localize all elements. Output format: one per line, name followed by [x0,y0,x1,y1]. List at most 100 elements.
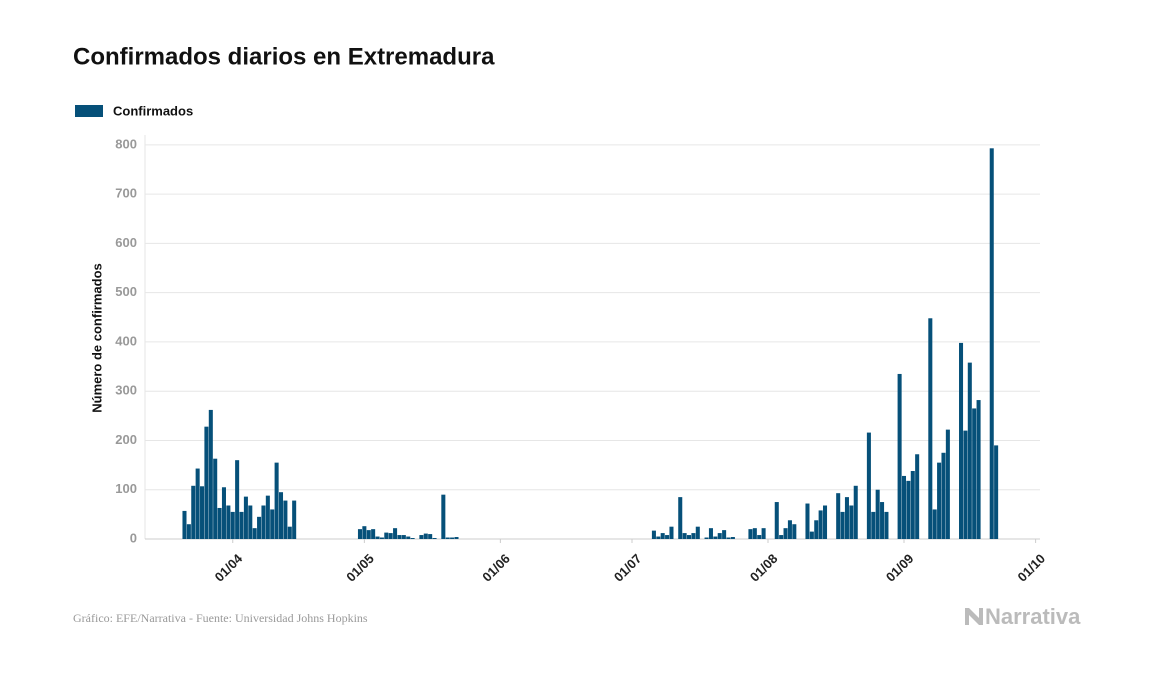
bar [669,526,674,539]
bar [651,530,656,539]
bar [695,526,700,539]
bar [792,524,797,539]
bar [937,462,942,539]
y-tick-label: 800 [115,136,137,151]
brand-logo: Narrativa [965,604,1081,629]
bar [836,493,841,539]
bar [844,497,849,539]
bar [445,537,450,539]
bar [752,528,757,539]
bar [853,485,858,539]
bar [818,510,823,539]
bar [884,511,889,539]
bar [708,528,713,539]
y-axis-label: Número de confirmados [89,263,104,413]
y-tick-label: 100 [115,481,137,496]
bar [371,529,376,539]
bar [730,537,735,539]
x-tick-label: 01/07 [611,551,645,585]
y-tick-label: 200 [115,432,137,447]
bar [274,462,279,539]
plot-background [145,135,1040,539]
bar [880,502,885,539]
bar [787,520,792,539]
bar [362,526,367,539]
y-tick-label: 700 [115,186,137,201]
bar [388,533,393,539]
logo-icon [965,608,983,625]
bar [932,509,937,539]
x-tick-label: 01/09 [883,551,917,585]
bar [186,524,191,539]
bar [656,536,661,539]
bar [454,537,459,539]
legend-swatch [75,105,103,117]
bar [901,475,907,539]
bar [379,537,384,539]
bar [208,409,213,539]
chart-title: Confirmados diarios en Extremadura [73,43,495,70]
bar [660,533,665,539]
bar [375,536,380,539]
brand: Narrativa [985,604,1081,629]
source: Gráfico: EFE/Narrativa - Fuente: Univers… [73,611,368,625]
bar [243,496,248,539]
y-tick-label: 600 [115,235,137,250]
bar [283,500,288,539]
bar [248,505,253,539]
bar [866,432,871,539]
y-tick-label: 0 [130,530,137,545]
bar [915,454,920,539]
bar [757,535,762,539]
bar [235,460,240,539]
bar [682,533,687,539]
bar [928,318,933,539]
bar [441,494,446,539]
legend-label: Confirmados [113,103,193,118]
bar [910,471,915,539]
bar [849,505,854,539]
bar [450,537,455,539]
bar [871,511,876,539]
bar [945,429,950,539]
bar [278,492,284,539]
bar [221,487,226,539]
bar [976,400,981,539]
bar [989,148,994,540]
x-tick-label: 01/06 [479,551,513,585]
bar [941,452,946,539]
bar [261,505,266,539]
bar [722,530,727,539]
bar [704,537,709,539]
bar [401,535,406,539]
bar [226,505,231,539]
bar [423,533,428,539]
bar [428,534,433,539]
y-tick-label: 400 [115,333,137,348]
bar [393,528,398,539]
bar [239,511,244,539]
bar [270,509,275,539]
bar [779,535,784,539]
bar [748,529,753,539]
bar [432,538,437,539]
bar [366,530,371,539]
bar [713,536,718,539]
bar [292,500,297,539]
bar [191,485,196,539]
bar [357,529,362,539]
bar [774,502,779,539]
bar [994,445,999,539]
x-tick-label: 01/04 [212,550,246,584]
bar [230,511,235,539]
bar [252,528,257,539]
bar [213,458,218,539]
bar [217,507,222,539]
bar [265,495,270,539]
bar [805,503,810,539]
bar [691,533,696,539]
y-tick-label: 500 [115,284,137,299]
bar [897,373,902,539]
bar [687,535,692,539]
bar [200,486,205,539]
